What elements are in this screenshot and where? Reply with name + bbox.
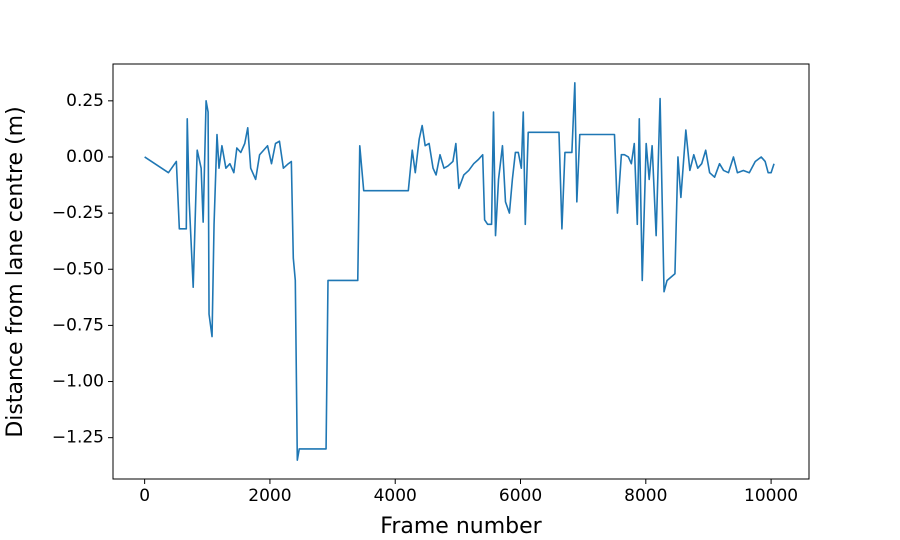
y-tick-label: −1.25 xyxy=(52,428,104,448)
y-tick-label: −1.00 xyxy=(52,372,104,392)
plot-frame xyxy=(112,63,810,480)
x-axis-label: Frame number xyxy=(380,514,542,539)
x-tick-label: 6000 xyxy=(499,486,542,506)
y-tick-label: −0.25 xyxy=(52,203,104,223)
y-tick-label: −0.75 xyxy=(52,315,104,335)
x-tick-label: 2000 xyxy=(248,486,291,506)
data-line xyxy=(144,82,775,461)
x-tick-label: 0 xyxy=(139,486,150,506)
y-axis-label: Distance from lane centre (m) xyxy=(3,106,28,437)
x-tick-label: 4000 xyxy=(374,486,417,506)
x-tick-label: 10000 xyxy=(744,486,798,506)
y-tick-label: 0.00 xyxy=(66,147,104,167)
x-tick-label: 8000 xyxy=(624,486,667,506)
y-tick-label: −0.50 xyxy=(52,259,104,279)
y-tick-label: 0.25 xyxy=(66,91,104,111)
